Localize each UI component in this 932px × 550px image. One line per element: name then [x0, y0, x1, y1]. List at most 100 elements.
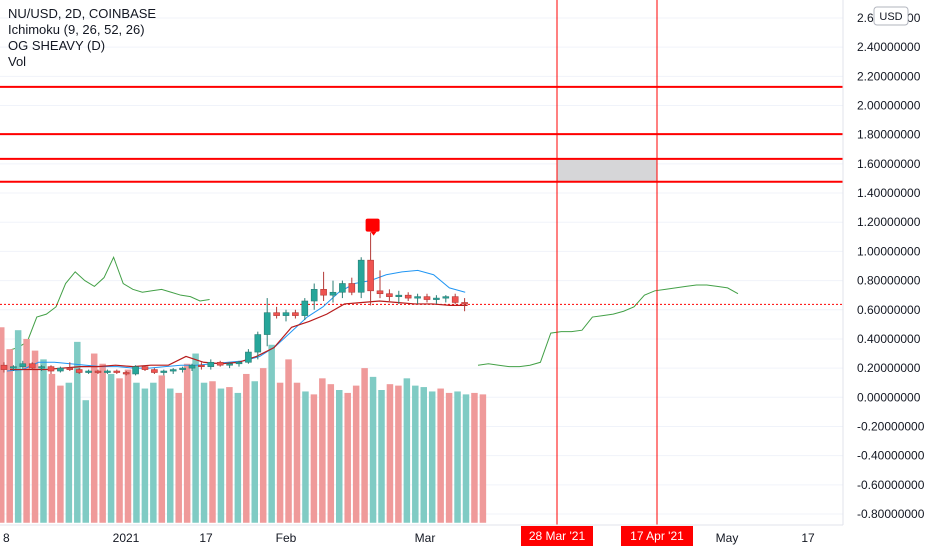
volume-bar	[31, 350, 39, 523]
vertical-marker-tag[interactable]	[621, 526, 693, 546]
price-zone-box[interactable]	[557, 158, 657, 182]
candle-body	[122, 372, 130, 375]
price-tick-label: -0.20000000	[857, 419, 925, 433]
volume-bar	[420, 387, 427, 523]
candle-body	[19, 363, 27, 367]
volume-bar	[293, 382, 301, 523]
vertical-marker-label: 17 Apr '21	[630, 529, 684, 543]
candle-body	[226, 363, 233, 366]
candle-body	[442, 296, 450, 299]
volume-bar	[471, 392, 478, 523]
candle-body	[263, 312, 271, 335]
volume-bar	[403, 378, 411, 523]
vertical-marker-tag[interactable]	[521, 526, 593, 546]
volume-bar	[395, 385, 402, 523]
candle-body	[151, 369, 158, 373]
volume-bars	[0, 327, 487, 523]
candle-body	[216, 361, 224, 366]
volume-bar	[57, 385, 64, 523]
volume-bar	[175, 392, 182, 523]
volume-bar	[99, 363, 106, 523]
price-tick-label: 2.00000000	[857, 99, 921, 113]
time-tick-label: Mar	[415, 531, 436, 545]
volume-bar	[48, 373, 56, 523]
time-axis[interactable]: 8 2021 17 Feb Mar May 17	[0, 524, 843, 545]
ichimoku-cloud-span	[477, 284, 739, 368]
tenkan-line	[6, 269, 466, 372]
candle-body	[188, 364, 196, 369]
volume-bar	[65, 382, 73, 523]
indicator-volume[interactable]: Vol	[8, 54, 27, 69]
candle-body	[160, 370, 168, 373]
volume-bar	[107, 373, 115, 523]
volume-bar	[386, 384, 394, 523]
candle-body	[85, 370, 92, 373]
candle-body	[357, 259, 365, 293]
candle-body	[395, 294, 403, 297]
candle-body	[132, 366, 139, 375]
symbol-title[interactable]: NU/USD, 2D, COINBASE	[8, 6, 157, 21]
time-tick-label: May	[716, 531, 739, 545]
candle-body	[94, 370, 102, 373]
candle-body	[433, 297, 440, 300]
volume-bar	[141, 388, 149, 523]
vertical-date-markers[interactable]: 28 Mar '21 17 Apr '21	[521, 0, 693, 546]
candle-body	[292, 312, 299, 316]
volume-bar	[0, 327, 5, 523]
volume-bar	[234, 392, 242, 523]
volume-bar	[158, 375, 166, 523]
candle-body	[235, 361, 243, 365]
volume-bar	[90, 353, 98, 523]
candle-body	[461, 302, 468, 305]
volume-bar	[23, 338, 30, 523]
price-zone[interactable]	[557, 158, 657, 182]
candle-body	[245, 351, 252, 363]
volume-bar	[200, 382, 208, 523]
price-tick-label: 0.00000000	[857, 390, 921, 404]
volume-bar	[133, 382, 140, 523]
volume-bar	[344, 392, 351, 523]
candle-body	[301, 300, 309, 316]
volume-bar	[82, 400, 89, 523]
volume-bar	[445, 392, 453, 523]
volume-bar	[167, 388, 174, 523]
price-tick-label: 2.20000000	[857, 69, 921, 83]
price-tick-label: -0.60000000	[857, 478, 925, 492]
volume-bar	[310, 394, 318, 523]
time-tick-label: 2021	[113, 531, 140, 545]
volume-bar	[285, 359, 292, 523]
currency-badge[interactable]	[873, 6, 909, 26]
candle-body	[207, 361, 215, 367]
volume-bar	[327, 384, 335, 523]
candle-body	[10, 366, 17, 369]
candle-body	[75, 369, 83, 373]
volume-bar	[437, 388, 444, 523]
leading-span-line	[477, 284, 739, 368]
volume-bar	[6, 349, 13, 523]
volume-bar	[251, 381, 258, 523]
candle-body	[179, 367, 186, 370]
signal-flag	[365, 218, 380, 232]
indicator-ichimoku[interactable]: Ichimoku (9, 26, 52, 26)	[8, 22, 145, 37]
volume-bar	[14, 330, 22, 523]
currency-badge-label: USD	[879, 11, 902, 23]
volume-bar	[268, 344, 275, 523]
candle-body	[38, 366, 45, 369]
candle-body	[113, 370, 121, 373]
price-axis[interactable]: 2.600000002.400000002.200000002.00000000…	[842, 0, 932, 550]
volume-bar	[40, 359, 47, 523]
candle-body	[376, 290, 384, 295]
candle-body	[348, 283, 356, 293]
candle-body	[28, 363, 36, 369]
chart-legend: NU/USD, 2D, COINBASE Ichimoku (9, 26, 52…	[8, 6, 156, 70]
price-tick-label: 1.20000000	[857, 215, 921, 229]
price-tick-label: 1.00000000	[857, 244, 921, 258]
volume-bar	[226, 387, 233, 523]
volume-bar	[116, 378, 123, 523]
volume-bar	[378, 390, 385, 523]
volume-bar	[124, 369, 132, 523]
volume-bar	[243, 373, 250, 523]
indicator-og-sheavy[interactable]: OG SHEAVY (D)	[8, 38, 106, 53]
candle-body	[386, 293, 393, 297]
